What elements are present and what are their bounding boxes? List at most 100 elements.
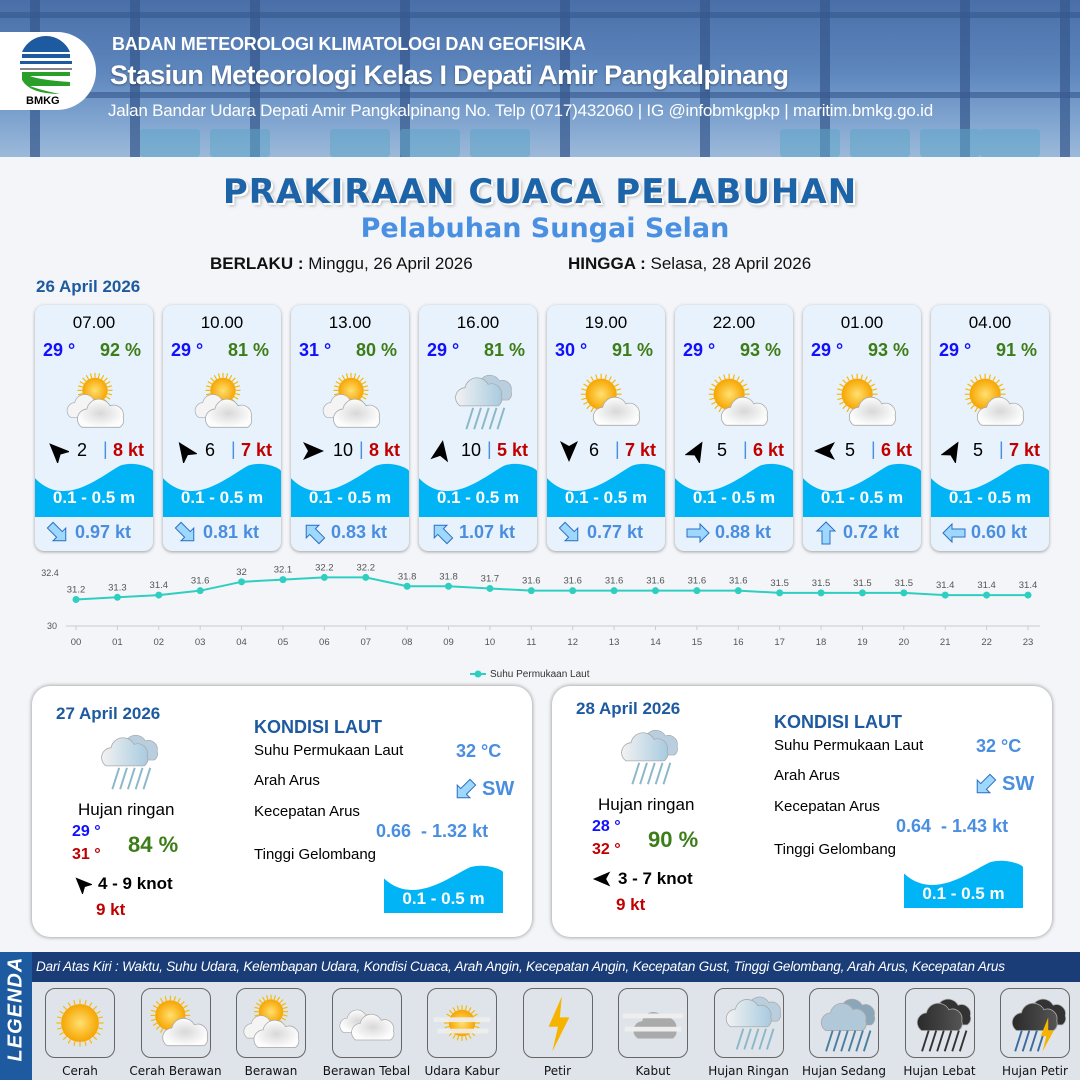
gust-speed: 6 kt — [753, 440, 785, 460]
wind-direction-arrow-icon — [429, 439, 453, 463]
wind-direction-arrow-icon — [301, 439, 325, 463]
wind-direction-arrow-icon — [557, 439, 581, 463]
x-tick-label: 19 — [857, 637, 868, 648]
legend-kabut-icon — [618, 988, 688, 1058]
data-label: 31.4 — [150, 580, 169, 591]
valid-from-label: BERLAKU : — [210, 254, 304, 273]
data-point — [486, 584, 494, 592]
current-speed: 0.83 kt — [331, 522, 388, 542]
data-point — [155, 591, 163, 599]
forecast-card: 01.00 29 ° 93 % 5 | 6 kt 0.1 - 0.5 m 0.72 … — [803, 305, 921, 551]
wave-height: 0.1 - 0.5 m — [52, 488, 136, 507]
daily-panel: 27 April 2026 Hujan ringan 29 ° 31 ° 84 … — [32, 686, 532, 937]
data-point — [941, 591, 949, 599]
max-temperature: 31 ° — [72, 846, 101, 863]
wave-height: 0.1 - 0.5 m — [922, 884, 1005, 903]
data-label: 31.6 — [522, 576, 541, 587]
wave-height: 0.1 - 0.5 m — [402, 889, 485, 908]
data-label: 31.5 — [812, 578, 831, 589]
forecast-card: 22.00 29 ° 93 % 5 | 6 kt 0.1 - 0.5 m 0.88 … — [675, 305, 793, 551]
current-direction-arrow-icon — [813, 520, 839, 546]
divider: | — [487, 439, 492, 459]
station-name: Stasiun Meteorologi Kelas I Depati Amir … — [110, 60, 789, 90]
air-temperature: 29 ° — [683, 340, 716, 360]
cerah-berawan-weather-icon — [827, 367, 899, 437]
wind-direction-arrow-icon — [813, 439, 837, 463]
data-point — [817, 589, 825, 597]
current-direction-arrow-icon — [972, 772, 998, 798]
wind-speed: 10 — [333, 440, 354, 460]
wave-height: 0.1 - 0.5 m — [948, 488, 1032, 507]
data-point — [900, 589, 908, 597]
wind-speed-range: 3 - 7 knot — [618, 869, 693, 888]
berawan-weather-icon — [187, 367, 259, 437]
header-banner — [0, 0, 1080, 157]
cerah-berawan-weather-icon — [699, 367, 771, 437]
data-label: 31.4 — [1019, 580, 1038, 591]
wind-speed-range: 4 - 9 knot — [98, 874, 173, 893]
current-direction-arrow-icon — [557, 520, 583, 546]
air-temperature: 29 ° — [811, 340, 844, 360]
divider: | — [231, 439, 236, 459]
data-point — [362, 573, 370, 581]
wave-height: 0.1 - 0.5 m — [308, 488, 392, 507]
logo-text: BMKG — [26, 95, 60, 107]
divider: | — [615, 439, 620, 459]
humidity: 92 % — [99, 340, 141, 360]
current-direction-arrow-icon — [301, 520, 327, 546]
wave-icon — [163, 463, 281, 517]
data-label: 32 — [236, 567, 247, 578]
wave-icon — [384, 865, 503, 913]
current-direction-arrow-icon — [429, 520, 455, 546]
wind-direction-arrow-icon — [592, 869, 612, 889]
x-tick-label: 16 — [733, 637, 744, 648]
wind-direction-arrow-icon — [173, 439, 199, 465]
wind-info: 5 | 7 kt — [937, 437, 1047, 465]
legend-title: LEGENDA — [4, 956, 27, 1062]
current-speed: 0.60 kt — [971, 522, 1028, 542]
x-tick-label: 18 — [816, 637, 827, 648]
current-info: 0.77 kt — [553, 517, 663, 547]
current-speed: 1.07 kt — [459, 522, 516, 542]
x-tick-label: 08 — [402, 637, 413, 648]
wind-info: 10 | 8 kt — [297, 437, 407, 463]
wave-icon — [904, 860, 1023, 908]
current-direction: SW — [1002, 773, 1035, 795]
forecast-time: 07.00 — [72, 313, 116, 332]
data-label: 32.2 — [315, 562, 334, 573]
y-tick-label: 32.4 — [41, 568, 59, 578]
x-tick-label: 15 — [692, 637, 703, 648]
current-direction-arrow-icon — [173, 520, 199, 546]
hujan-ringan-weather-icon — [90, 726, 160, 798]
legend-hujan-ringan-icon — [713, 988, 784, 1058]
humidity: 93 % — [739, 340, 781, 360]
forecast-card: 04.00 29 ° 91 % 5 | 7 kt 0.1 - 0.5 m 0.60 … — [931, 305, 1049, 551]
legend-cerah-berawan-icon — [140, 988, 211, 1058]
gust-speed: 7 kt — [625, 440, 657, 460]
x-tick-label: 20 — [899, 637, 910, 648]
weather-condition: Hujan ringan — [598, 795, 695, 814]
data-label: 31.5 — [895, 578, 914, 589]
wave-icon — [931, 463, 1049, 517]
wind-speed: 6 — [589, 440, 600, 460]
wave-icon — [419, 463, 537, 517]
hujan-ringan-weather-icon — [610, 721, 680, 793]
x-tick-label: 04 — [236, 637, 247, 648]
legend-hujan-sedang-icon — [809, 988, 879, 1058]
x-tick-label: 21 — [940, 637, 951, 648]
x-tick-label: 10 — [485, 637, 496, 648]
data-point — [279, 576, 287, 584]
legend-label: Hujan Sedang — [802, 1064, 886, 1078]
air-temperature: 29 ° — [43, 340, 76, 360]
legend-label: Berawan Tebal — [322, 1064, 411, 1078]
humidity: 80 % — [355, 340, 397, 360]
current-info: 0.81 kt — [169, 517, 279, 547]
wave-height: 0.1 - 0.5 m — [692, 488, 776, 507]
current-speed-label: Kecepatan Arus — [254, 803, 360, 820]
current-speed: 0.81 kt — [203, 522, 260, 542]
x-tick-label: 14 — [650, 637, 661, 648]
x-tick-label: 02 — [153, 637, 164, 648]
data-point — [238, 578, 246, 586]
x-tick-label: 22 — [981, 637, 992, 648]
current-direction-label: Arah Arus — [774, 767, 840, 784]
